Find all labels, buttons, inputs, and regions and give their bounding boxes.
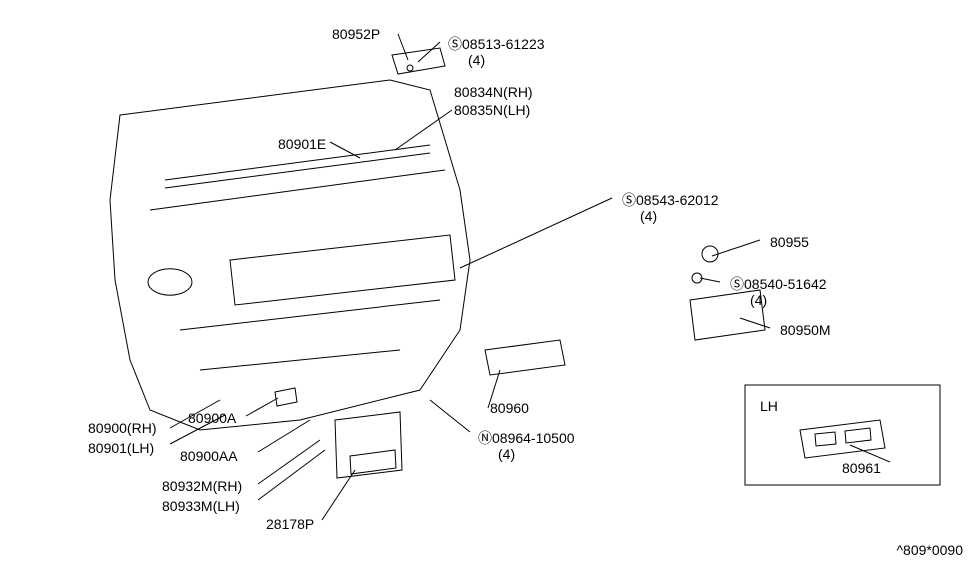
label-08964-10500: Ⓝ08964-10500 [478,428,575,448]
label-08543q: (4) [640,208,657,224]
label-LHbox: LH [760,398,778,414]
label-08513-61223: Ⓢ08513-61223 [448,34,545,54]
label-80835N: 80835N(LH) [454,102,530,118]
label-08543-62012: Ⓢ08543-62012 [622,190,719,210]
label-80932M: 80932M(RH) [162,478,242,494]
label-80960: 80960 [490,400,529,416]
label-80900RH: 80900(RH) [88,420,156,436]
label-28178P: 28178P [266,516,314,532]
footer-code: ^809*0090 [896,542,963,558]
label-08540-51642: Ⓢ08540-51642 [730,274,827,294]
label-80901LH: 80901(LH) [88,440,154,456]
label-80901E: 80901E [278,136,326,152]
label-80952P: 80952P [332,26,380,42]
label-80961: 80961 [842,460,881,476]
label-08964q: (4) [498,446,515,462]
label-80900AA: 80900AA [180,448,238,464]
label-80955: 80955 [770,234,809,250]
label-80933M: 80933M(LH) [162,498,240,514]
label-80950M: 80950M [780,322,831,338]
label-80834N: 80834N(RH) [454,84,533,100]
label-80900A: 80900A [188,410,236,426]
label-08513q: (4) [468,52,485,68]
label-08540q: (4) [750,292,767,308]
